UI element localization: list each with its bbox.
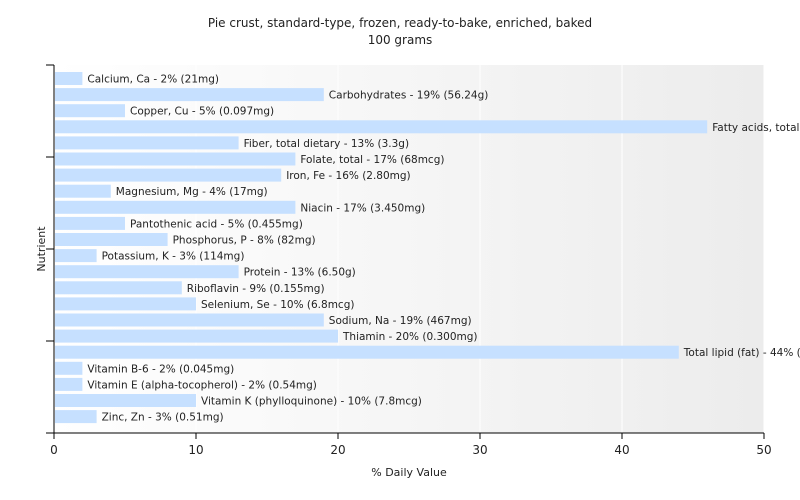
x-tick-label: 50 bbox=[756, 443, 771, 457]
x-tick-label: 20 bbox=[330, 443, 345, 457]
bar-label: Copper, Cu - 5% (0.097mg) bbox=[130, 106, 274, 118]
bar-label: Vitamin K (phylloquinone) - 10% (7.8mcg) bbox=[201, 396, 422, 408]
bar bbox=[55, 345, 679, 359]
bar bbox=[55, 249, 97, 263]
bar-label: Zinc, Zn - 3% (0.51mg) bbox=[102, 412, 224, 424]
bar bbox=[55, 120, 708, 134]
x-tick-label: 10 bbox=[188, 443, 203, 457]
bar-label: Carbohydrates - 19% (56.24g) bbox=[329, 90, 489, 102]
bar bbox=[55, 281, 182, 295]
bar bbox=[55, 216, 125, 230]
bar-label: Vitamin E (alpha-tocopherol) - 2% (0.54m… bbox=[87, 379, 317, 391]
bar-label: Thiamin - 20% (0.300mg) bbox=[342, 331, 478, 343]
bar bbox=[55, 329, 338, 343]
bar bbox=[55, 410, 97, 424]
x-tick-label: 0 bbox=[50, 443, 58, 457]
bar-label: Potassium, K - 3% (114mg) bbox=[102, 251, 245, 263]
bar bbox=[55, 152, 296, 166]
bar-label: Fatty acids, total saturated - 46% (9.27… bbox=[712, 122, 800, 134]
x-tick-label: 40 bbox=[614, 443, 629, 457]
bar-label: Pantothenic acid - 5% (0.455mg) bbox=[130, 218, 303, 230]
bar bbox=[55, 200, 296, 214]
bar-label: Riboflavin - 9% (0.155mg) bbox=[187, 283, 325, 295]
chart-title: Pie crust, standard-type, frozen, ready-… bbox=[208, 16, 592, 30]
axes bbox=[46, 64, 765, 439]
bar bbox=[55, 184, 111, 198]
bar-label: Folate, total - 17% (68mcg) bbox=[300, 154, 444, 166]
bar-label: Magnesium, Mg - 4% (17mg) bbox=[116, 186, 268, 198]
bar bbox=[55, 233, 168, 246]
y-axis-label: Nutrient bbox=[35, 226, 48, 272]
x-tick-label: 30 bbox=[472, 443, 487, 457]
bar-label: Calcium, Ca - 2% (21mg) bbox=[87, 74, 219, 86]
bar bbox=[55, 265, 239, 279]
x-tick-labels: 0 10 20 30 40 50 bbox=[50, 443, 771, 457]
bar-label: Iron, Fe - 16% (2.80mg) bbox=[286, 170, 410, 182]
bar bbox=[55, 168, 282, 182]
bar bbox=[55, 88, 324, 102]
plot-background bbox=[54, 65, 764, 433]
bar-label: Total lipid (fat) - 44% (28.59g) bbox=[683, 347, 800, 359]
bar bbox=[55, 104, 125, 118]
bar bbox=[55, 377, 83, 391]
bar-label: Fiber, total dietary - 13% (3.3g) bbox=[244, 138, 409, 150]
bar bbox=[55, 297, 196, 311]
bar bbox=[55, 136, 239, 150]
bar-label: Vitamin B-6 - 2% (0.045mg) bbox=[87, 363, 234, 375]
bar-label: Sodium, Na - 19% (467mg) bbox=[329, 315, 472, 327]
bar bbox=[55, 72, 83, 85]
bar bbox=[55, 313, 324, 327]
bars: Calcium, Ca - 2% (21mg) Carbohydrates - 1… bbox=[55, 72, 800, 424]
x-axis-label: % Daily Value bbox=[371, 466, 447, 479]
bar-label: Phosphorus, P - 8% (82mg) bbox=[173, 235, 316, 247]
bar-label: Selenium, Se - 10% (6.8mcg) bbox=[201, 299, 354, 311]
chart-subtitle: 100 grams bbox=[368, 33, 433, 47]
bar bbox=[55, 361, 83, 375]
bar-label: Niacin - 17% (3.450mg) bbox=[300, 202, 425, 214]
bar bbox=[55, 394, 196, 407]
bar-label: Protein - 13% (6.50g) bbox=[244, 267, 356, 279]
